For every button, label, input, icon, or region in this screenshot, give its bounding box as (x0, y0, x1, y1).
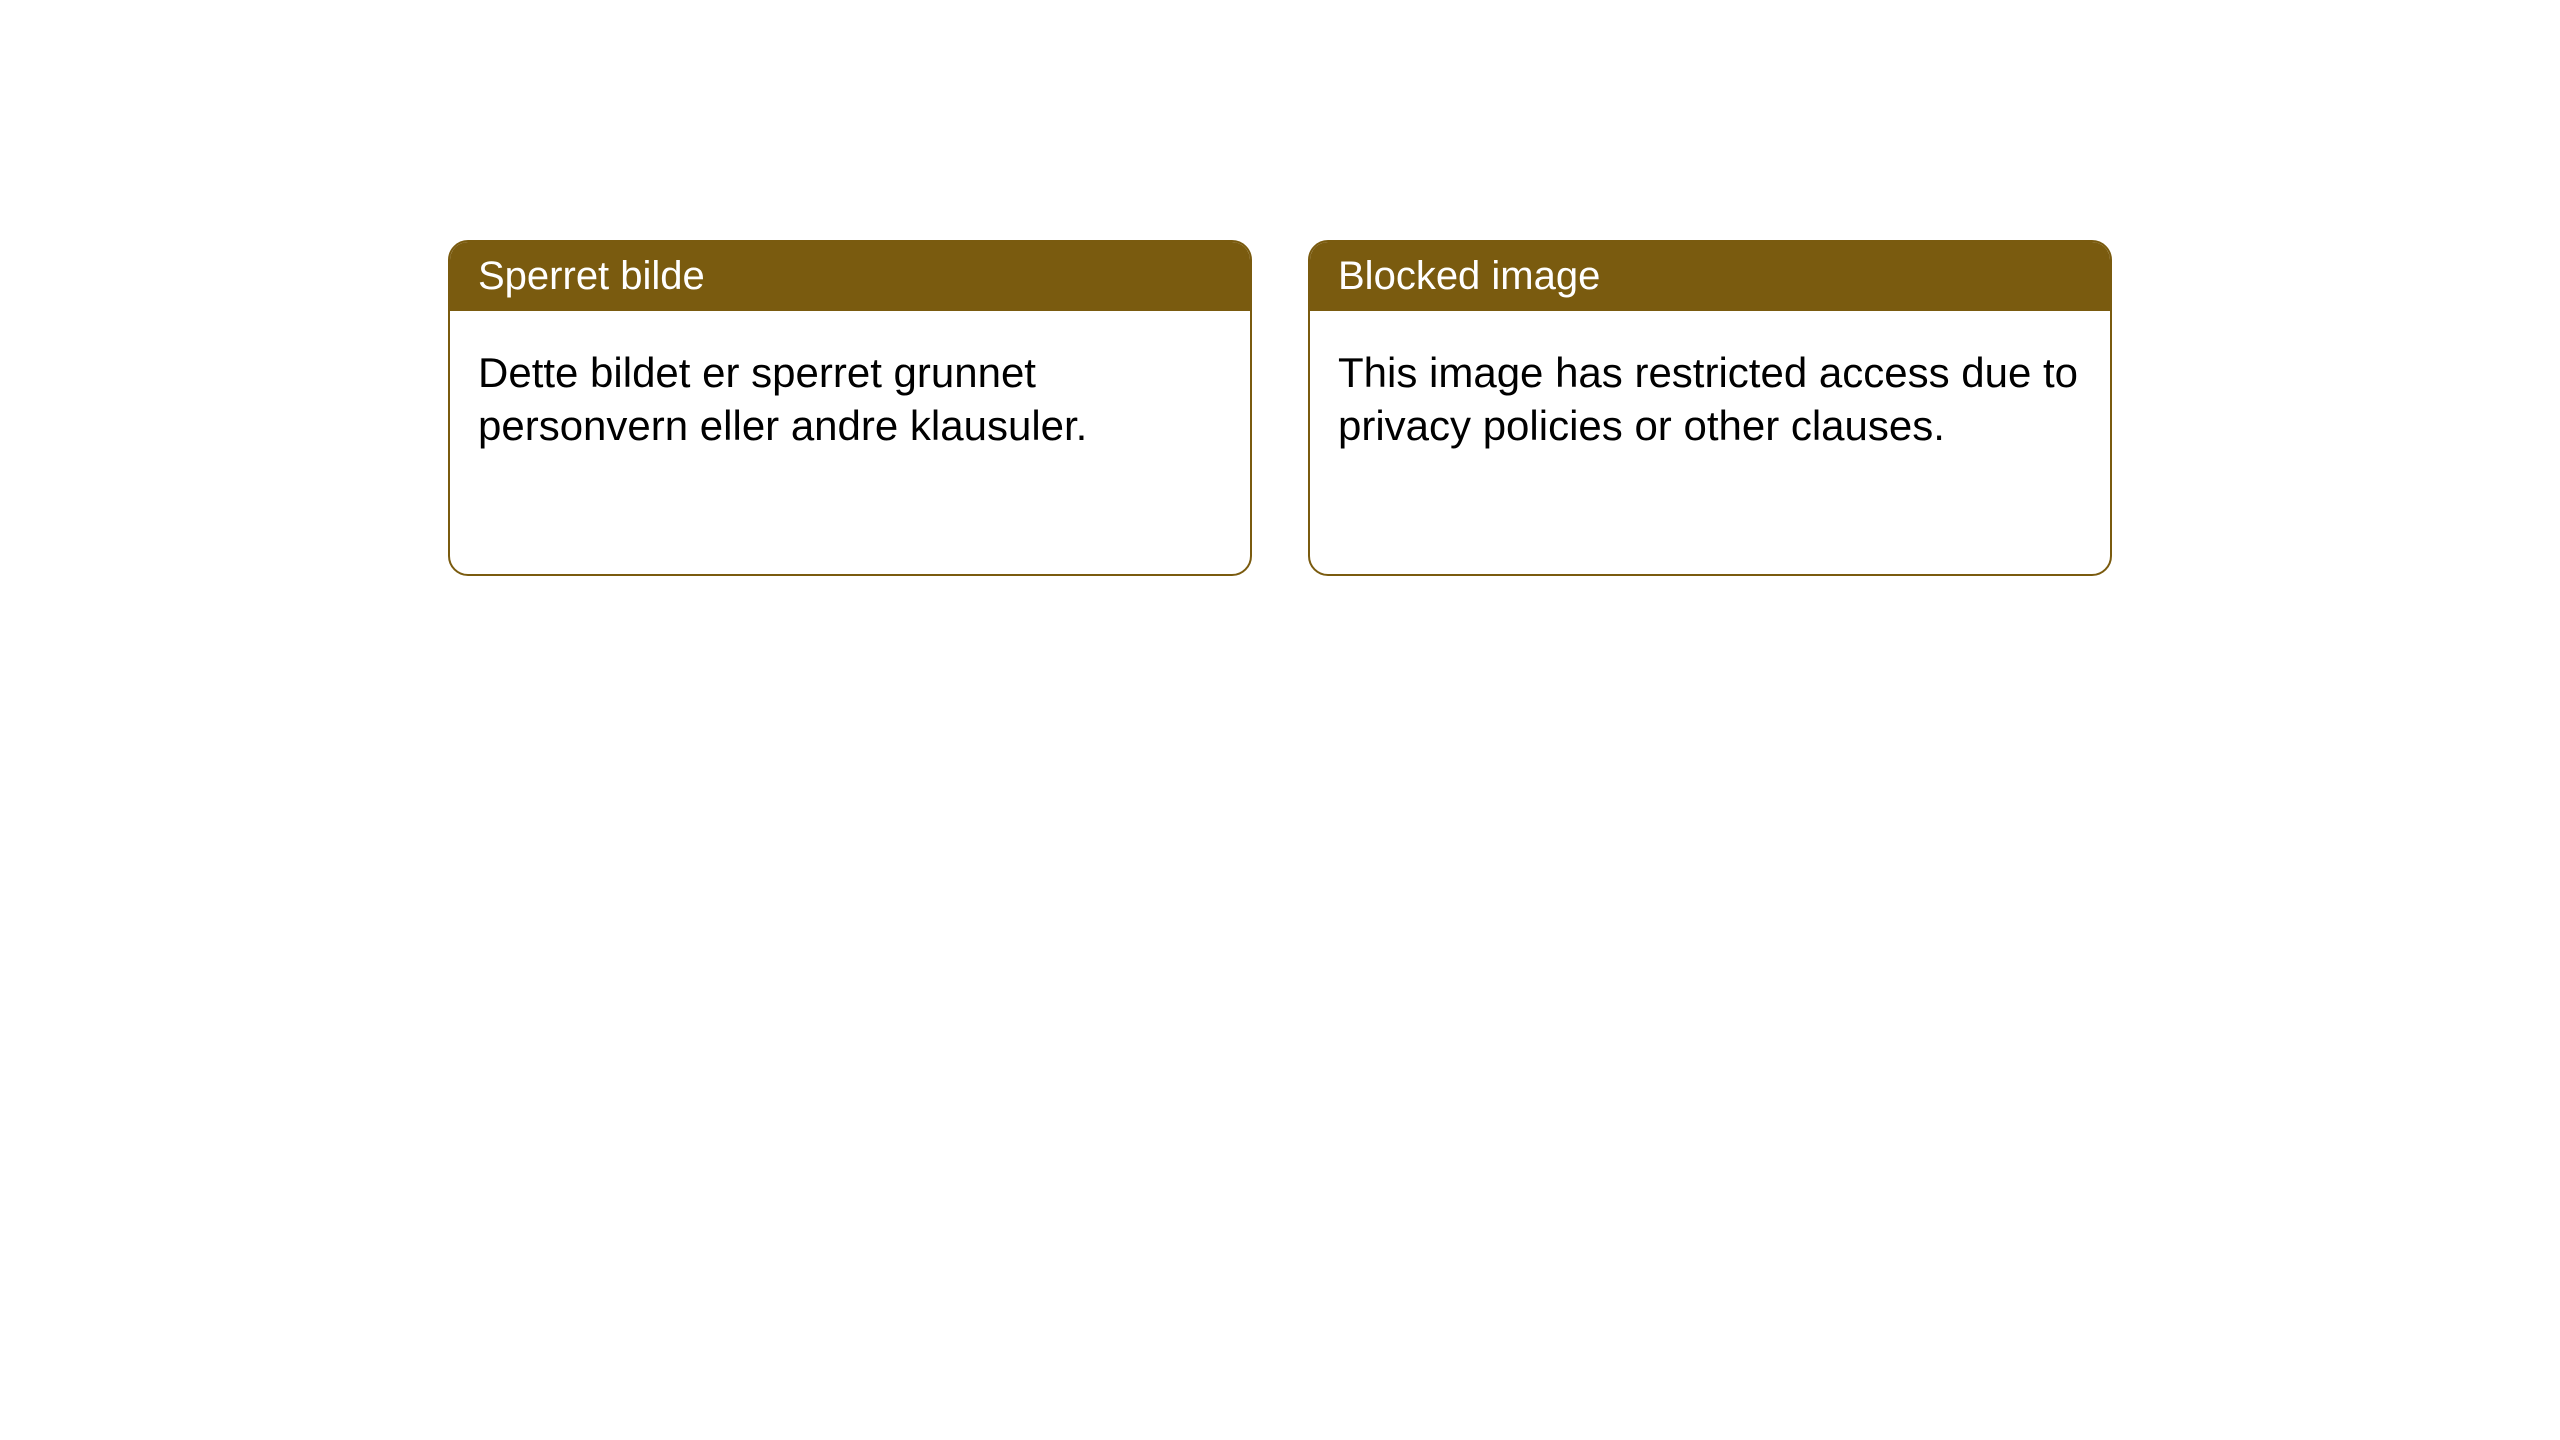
card-body-text: Dette bildet er sperret grunnet personve… (478, 349, 1087, 449)
card-header: Sperret bilde (450, 242, 1250, 311)
card-body: Dette bildet er sperret grunnet personve… (450, 311, 1250, 488)
blocked-image-card-no: Sperret bilde Dette bildet er sperret gr… (448, 240, 1252, 576)
card-title: Blocked image (1338, 254, 1600, 298)
card-header: Blocked image (1310, 242, 2110, 311)
blocked-image-notices: Sperret bilde Dette bildet er sperret gr… (448, 240, 2112, 576)
blocked-image-card-en: Blocked image This image has restricted … (1308, 240, 2112, 576)
card-title: Sperret bilde (478, 254, 705, 298)
card-body: This image has restricted access due to … (1310, 311, 2110, 488)
card-body-text: This image has restricted access due to … (1338, 349, 2078, 449)
